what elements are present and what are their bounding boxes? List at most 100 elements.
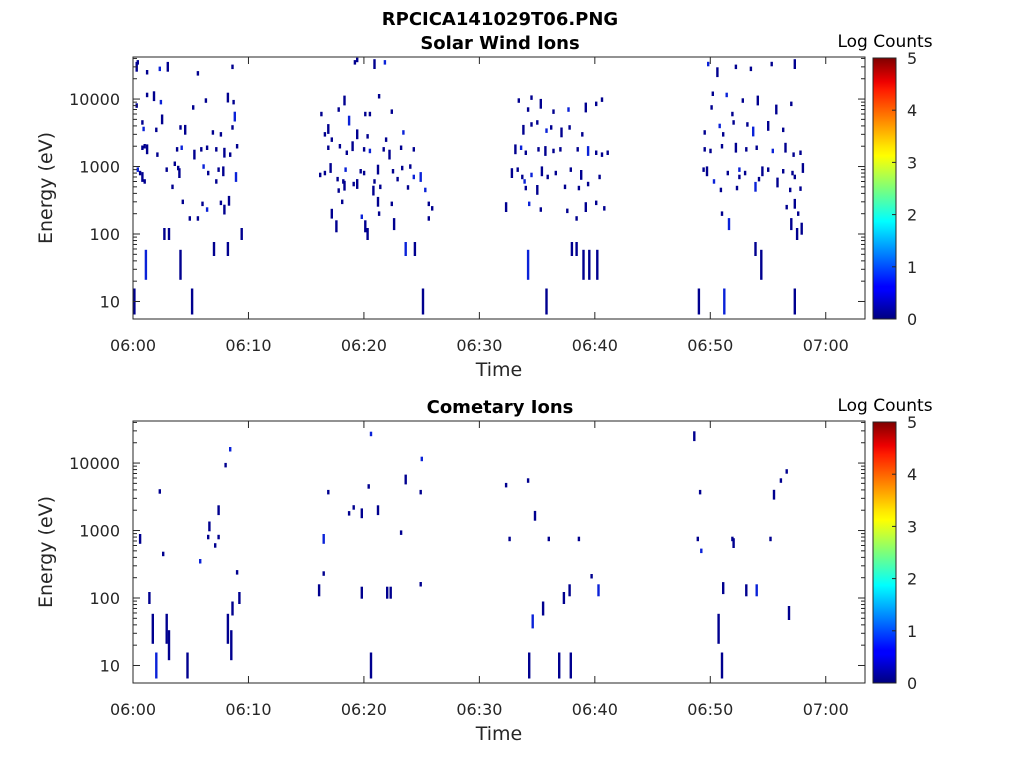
data-cell bbox=[539, 207, 542, 212]
data-cell bbox=[383, 60, 387, 65]
data-cell bbox=[364, 220, 367, 233]
data-cell bbox=[368, 111, 372, 117]
data-cell bbox=[559, 147, 562, 152]
data-cell bbox=[204, 98, 208, 103]
data-cell bbox=[576, 147, 579, 152]
plot-area bbox=[133, 421, 865, 683]
data-cell bbox=[215, 179, 218, 184]
data-cell bbox=[390, 109, 393, 114]
data-cell bbox=[716, 67, 719, 78]
y-tick-label: 100 bbox=[89, 589, 120, 608]
data-cell bbox=[360, 214, 363, 219]
data-cell bbox=[142, 126, 145, 132]
data-cell bbox=[238, 592, 241, 604]
data-cell bbox=[347, 115, 351, 126]
data-cell bbox=[359, 169, 362, 174]
data-cell bbox=[388, 149, 391, 160]
data-cell bbox=[175, 147, 179, 152]
data-cell bbox=[327, 489, 330, 495]
data-cell bbox=[700, 548, 703, 554]
data-cell bbox=[364, 111, 367, 117]
data-cell bbox=[376, 196, 380, 207]
data-cell bbox=[530, 95, 533, 100]
data-cell bbox=[138, 534, 142, 544]
data-cell bbox=[586, 146, 590, 156]
data-cell bbox=[235, 144, 239, 149]
data-cell bbox=[524, 185, 527, 191]
data-cell bbox=[145, 70, 149, 75]
data-cell bbox=[226, 92, 230, 103]
data-cell bbox=[184, 124, 187, 135]
data-cell bbox=[504, 482, 508, 488]
data-cell bbox=[775, 104, 778, 115]
data-cell bbox=[536, 120, 539, 125]
data-cell bbox=[734, 142, 738, 153]
data-cell bbox=[404, 242, 407, 256]
data-cell bbox=[569, 167, 572, 172]
data-cell bbox=[791, 170, 794, 176]
data-cell bbox=[317, 584, 321, 597]
data-cell bbox=[782, 127, 785, 133]
data-cell bbox=[510, 168, 514, 178]
data-cell bbox=[224, 462, 227, 468]
data-cell bbox=[327, 145, 330, 150]
data-cell bbox=[702, 167, 705, 172]
data-cell bbox=[562, 592, 566, 604]
data-cell bbox=[369, 652, 373, 679]
data-cell bbox=[545, 128, 548, 133]
x-tick-label: 06:40 bbox=[572, 336, 618, 355]
data-cell bbox=[192, 105, 195, 110]
data-cell bbox=[712, 179, 716, 184]
data-cell bbox=[779, 478, 783, 483]
data-cell bbox=[376, 505, 380, 516]
data-cell bbox=[337, 188, 340, 193]
data-cell bbox=[722, 132, 725, 137]
data-cell bbox=[590, 574, 593, 579]
colorbar-tick-label: 4 bbox=[907, 101, 917, 120]
data-cell bbox=[226, 242, 230, 256]
colorbar-tick-label: 3 bbox=[907, 153, 917, 172]
data-cell bbox=[431, 206, 434, 211]
data-cell bbox=[797, 211, 800, 216]
data-cell bbox=[771, 148, 774, 154]
data-cell bbox=[148, 592, 151, 604]
data-cell bbox=[212, 242, 216, 256]
data-cell bbox=[229, 152, 232, 157]
data-cell bbox=[367, 484, 370, 489]
data-cell bbox=[345, 150, 348, 155]
data-cell bbox=[577, 536, 581, 542]
data-cell bbox=[235, 570, 239, 575]
data-cell bbox=[396, 176, 399, 182]
data-cell bbox=[219, 200, 223, 206]
data-cell bbox=[330, 208, 333, 219]
data-cell bbox=[223, 204, 226, 215]
y-tick-label: 1000 bbox=[79, 158, 120, 177]
data-cell bbox=[166, 61, 169, 72]
data-cell bbox=[569, 652, 572, 679]
data-cell bbox=[544, 146, 547, 156]
data-cell bbox=[792, 152, 795, 157]
data-cell bbox=[735, 185, 739, 191]
y-axis-label: Energy (eV) bbox=[35, 132, 57, 244]
colorbar-tick-label: 1 bbox=[907, 622, 917, 641]
x-tick-label: 07:00 bbox=[803, 700, 849, 719]
data-cell bbox=[584, 102, 587, 113]
colorbar-tick-label: 2 bbox=[907, 206, 917, 225]
data-cell bbox=[756, 95, 759, 106]
x-axis-label: Time bbox=[475, 723, 523, 745]
y-axis-label: Energy (eV) bbox=[35, 496, 57, 608]
data-cell bbox=[755, 584, 758, 597]
solar-wind-panel: Solar Wind Ions Log Counts 1010010001000… bbox=[35, 32, 933, 381]
data-cell bbox=[141, 120, 144, 125]
data-cell bbox=[155, 127, 158, 133]
data-cell bbox=[226, 613, 230, 644]
data-cell bbox=[179, 249, 182, 280]
data-cell bbox=[372, 185, 375, 196]
x-tick-label: 06:20 bbox=[341, 700, 387, 719]
data-cell bbox=[749, 66, 753, 72]
data-cell bbox=[165, 613, 168, 644]
data-cell bbox=[793, 174, 796, 180]
data-cell bbox=[196, 71, 200, 76]
data-cell bbox=[732, 538, 735, 548]
data-cell bbox=[391, 169, 395, 174]
